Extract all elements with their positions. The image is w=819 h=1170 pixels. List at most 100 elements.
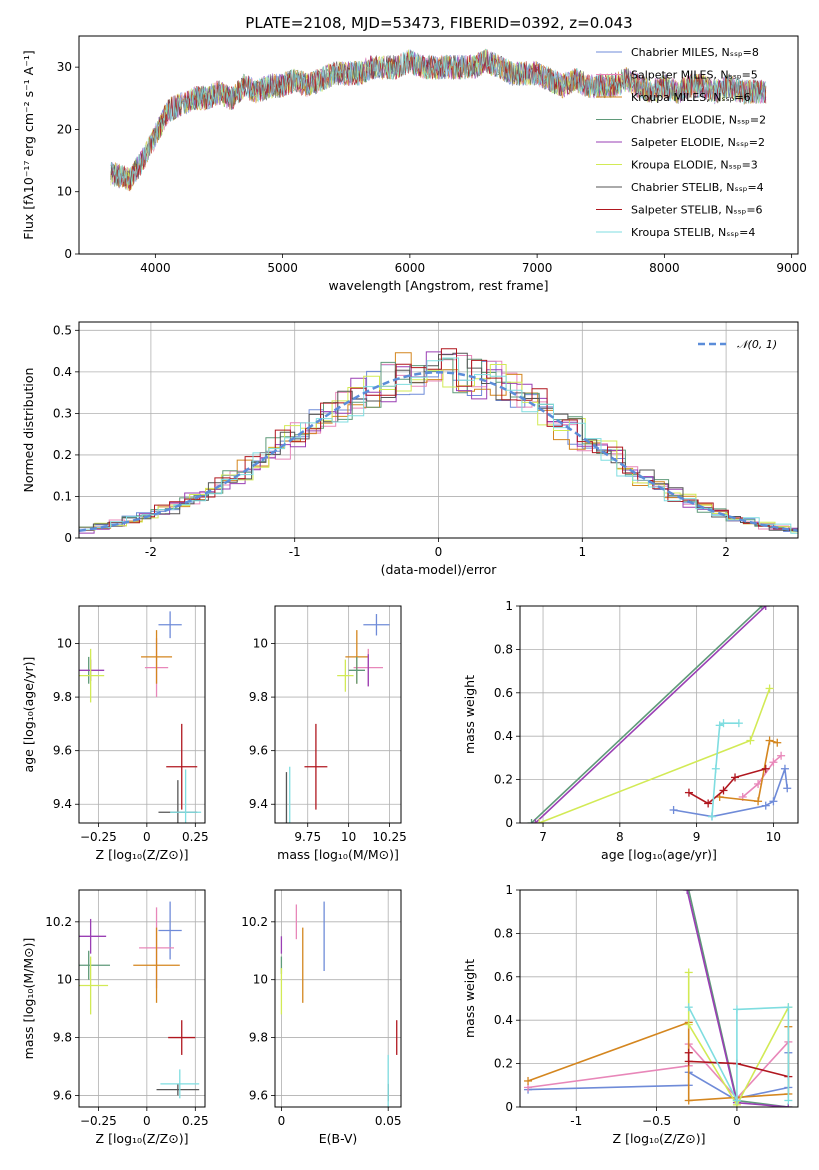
y-axis-label: mass [log₁₀(M/M⊙)] xyxy=(21,938,36,1060)
weight-line xyxy=(534,606,767,823)
legend-label: Chabrier MILES, Nₛₛₚ=8 xyxy=(631,46,759,59)
weight-series xyxy=(524,1018,793,1105)
weight-line xyxy=(742,755,782,798)
y-tick-label: 9.6 xyxy=(53,744,72,758)
weight-line xyxy=(530,606,763,823)
x-tick-label: 8000 xyxy=(649,261,680,275)
weight-line xyxy=(686,890,789,1107)
y-tick-label: 30 xyxy=(57,60,72,74)
y-tick-label: 0 xyxy=(505,1100,513,1114)
x-tick-label: 6000 xyxy=(395,261,426,275)
panel-age-vs-z: −0.25 0 0.25 9.4 9.6 9.8 10 Z [log₁₀(Z/Z⊙)] age … xyxy=(21,605,209,862)
errorbar-point xyxy=(337,659,354,692)
figure-title: PLATE=2108, MJD=53473, FIBERID=0392, z=0… xyxy=(245,14,632,32)
y-tick-label: 1 xyxy=(505,883,513,897)
errorbar-point xyxy=(160,1069,200,1099)
y-tick-label: 9.4 xyxy=(249,797,268,811)
y-tick-label: 10.2 xyxy=(241,915,268,929)
errorbar-point xyxy=(79,918,107,954)
panel-age-vs-mass: 9.75 10 10.25 9.4 9.6 9.8 10 mass [log₁₀(M/M⊙)] xyxy=(249,605,407,862)
x-axis-label: (data-model)/error xyxy=(381,562,498,577)
y-axis-label: Flux [fλ10⁻¹⁷ erg cm⁻² s⁻¹ A⁻¹] xyxy=(21,50,36,239)
y-tick-label: 0.2 xyxy=(53,448,72,462)
x-tick-label: 1 xyxy=(578,545,586,559)
axes-frame xyxy=(78,35,799,255)
panel-weight-vs-age: 7 8 9 10 0 0.2 0.4 0.6 0.8 1 age [log₁₀(age/yr)] ma… xyxy=(462,599,799,862)
y-tick-label: 1 xyxy=(505,599,513,613)
legend: Chabrier MILES, Nₛₛₚ=8 Salpeter MILES, Nₛ… xyxy=(596,46,766,239)
weight-line xyxy=(538,688,771,823)
errorbar-point xyxy=(141,630,173,684)
x-tick-label: 7 xyxy=(539,830,547,844)
x-tick-label: 0 xyxy=(143,830,151,844)
errorbar-point xyxy=(168,1020,196,1055)
y-tick-label: 10 xyxy=(253,973,268,987)
plot-area xyxy=(280,901,398,1107)
x-axis-label: E(B-V) xyxy=(319,1131,358,1146)
legend-label: 𝒩(0, 1) xyxy=(737,338,777,351)
weight-line xyxy=(719,739,778,803)
weight-line xyxy=(687,972,790,1107)
y-tick-label: 0.4 xyxy=(494,729,513,743)
x-tick-label: 9.75 xyxy=(294,830,321,844)
panel-weight-vs-z: -1 −0.5 0 0 0.2 0.4 0.6 0.8 1 Z [log₁₀(Z/Z⊙)] mass… xyxy=(462,883,799,1146)
plot-area xyxy=(79,348,798,535)
axes-frame xyxy=(274,605,402,824)
errorbar-point xyxy=(170,769,202,823)
x-tick-label: 10 xyxy=(766,830,781,844)
legend-label: Kroupa MILES, Nₛₛₚ=6 xyxy=(631,91,751,104)
y-tick-label: 10 xyxy=(57,185,72,199)
errorbar-point xyxy=(156,1083,200,1096)
errorbar-point xyxy=(158,901,182,960)
y-tick-label: 0.4 xyxy=(53,365,72,379)
x-tick-label: −0.25 xyxy=(80,1114,117,1128)
x-axis-label: Z [log₁₀(Z/Z⊙)] xyxy=(613,1131,706,1146)
weight-line xyxy=(687,890,789,1107)
y-tick-label: 0 xyxy=(64,531,72,545)
x-tick-label: 0.25 xyxy=(182,830,209,844)
errorbar-point xyxy=(363,614,390,636)
panel-mass-vs-ebv: 0 0.05 9.6 9.8 10 10.2 E(B-V) xyxy=(241,889,402,1146)
x-tick-label: −0.25 xyxy=(80,830,117,844)
weight-series xyxy=(684,890,793,1107)
y-tick-label: 9.6 xyxy=(249,1088,268,1102)
axes-frame xyxy=(274,889,402,1108)
legend-label: Kroupa ELODIE, Nₛₛₚ=3 xyxy=(631,159,758,172)
x-tick-label: −0.5 xyxy=(642,1114,671,1128)
legend-label: Salpeter STELIB, Nₛₛₚ=6 xyxy=(631,204,763,217)
panel-spectrum: 4000 5000 6000 7000 8000 9000 0 10 20 30 wavelengt… xyxy=(21,35,807,293)
plot-area xyxy=(79,901,200,1099)
y-tick-label: 0.6 xyxy=(494,686,513,700)
weight-series xyxy=(715,736,782,806)
x-tick-label: 0 xyxy=(278,1114,286,1128)
x-axis-label: age [log₁₀(age/yr)] xyxy=(601,847,717,862)
x-tick-label: 0 xyxy=(733,1114,741,1128)
errorbar-point xyxy=(158,611,182,639)
y-tick-label: 0.8 xyxy=(494,926,513,940)
x-tick-label: 8 xyxy=(616,830,624,844)
x-tick-label: -1 xyxy=(289,545,301,559)
legend-label: Kroupa STELIB, Nₛₛₚ=4 xyxy=(631,226,755,239)
plot-area xyxy=(527,606,792,823)
plot-area xyxy=(79,611,202,823)
x-tick-label: 4000 xyxy=(140,261,171,275)
weight-series xyxy=(684,1003,793,1105)
axes-frame xyxy=(78,321,799,539)
weight-series xyxy=(535,684,774,823)
y-tick-label: 0.6 xyxy=(494,970,513,984)
y-axis-label: Normed distribution xyxy=(21,368,36,493)
x-tick-label: 9 xyxy=(693,830,701,844)
panel-mass-vs-z: −0.25 0 0.25 9.6 9.8 10 10.2 Z [log₁₀(Z/Z⊙)] mas… xyxy=(21,889,209,1146)
errorbar-point xyxy=(79,950,111,980)
y-tick-label: 20 xyxy=(57,122,72,136)
y-tick-label: 10 xyxy=(253,637,268,651)
x-tick-label: 0 xyxy=(143,1114,151,1128)
y-tick-label: 9.6 xyxy=(53,1088,72,1102)
weight-series xyxy=(684,764,770,808)
y-tick-label: 9.8 xyxy=(249,1031,268,1045)
axes-frame xyxy=(519,889,799,1108)
legend-label: Salpeter MILES, Nₛₛₚ=5 xyxy=(631,69,758,82)
normal-curve xyxy=(79,371,798,532)
histogram-series xyxy=(79,357,798,534)
legend-label: Chabrier ELODIE, Nₛₛₚ=2 xyxy=(631,114,766,127)
